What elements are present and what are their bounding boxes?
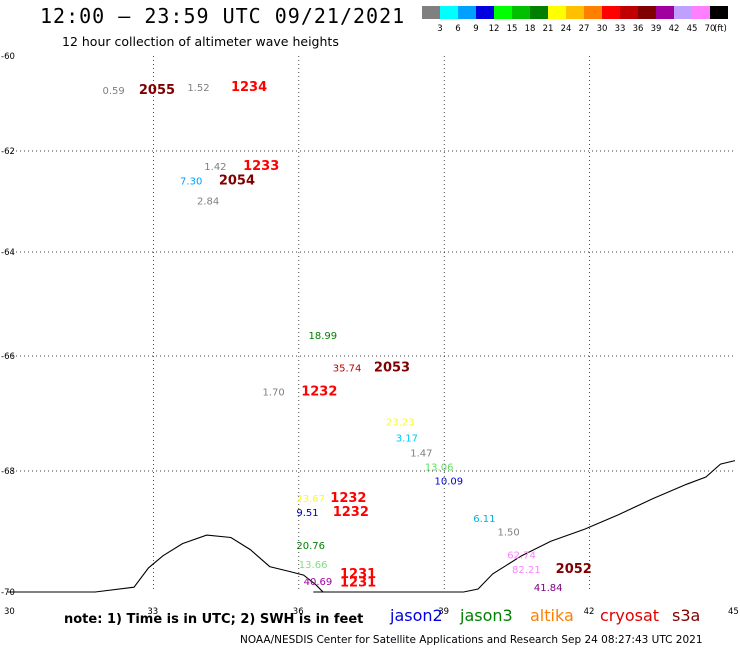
legend-swatch xyxy=(548,6,566,19)
legend-tick-label: 33 xyxy=(615,24,626,34)
wave-height-label: 23.23 xyxy=(386,418,415,429)
legend-tick-label: 45 xyxy=(687,24,698,34)
wave-height-label: 1.70 xyxy=(262,388,284,399)
wave-height-label: 35.74 xyxy=(333,364,362,375)
lon-tick-label: 33 xyxy=(147,607,158,617)
wave-height-label: 41.84 xyxy=(534,583,563,594)
map-title: 12:00 – 23:59 UTC 09/21/2021 xyxy=(40,4,406,28)
pass-time-label: 1232 xyxy=(330,491,366,506)
pass-time-label: 1231 xyxy=(340,567,376,582)
legend-tick-label: 39 xyxy=(651,24,662,34)
wave-height-label: 13.66 xyxy=(299,560,328,571)
satellite-altika: altika xyxy=(530,606,574,625)
pass-time-label: 2054 xyxy=(219,173,255,188)
wave-height-label: 18.99 xyxy=(308,331,337,342)
lat-tick-label: -70 xyxy=(1,588,15,598)
wave-height-label: 6.11 xyxy=(473,514,495,525)
legend-swatch xyxy=(656,6,674,19)
lat-tick-label: -62 xyxy=(1,147,15,157)
legend-swatch xyxy=(602,6,620,19)
wave-height-label: 82.21 xyxy=(512,565,541,576)
legend-tick-label: 18 xyxy=(525,24,536,34)
wave-height-label: 10.09 xyxy=(435,477,464,488)
legend-tick-label: 27 xyxy=(579,24,590,34)
legend-tick-label: 12 xyxy=(489,24,500,34)
legend-tick-label: 9 xyxy=(473,24,478,34)
lat-tick-label: -66 xyxy=(1,352,15,362)
legend-swatch xyxy=(692,6,710,19)
legend-swatch xyxy=(710,6,728,19)
footnote: note: 1) Time is in UTC; 2) SWH is in fe… xyxy=(64,612,364,627)
legend-unit: (ft) xyxy=(714,24,727,34)
satellite-jason3: jason3 xyxy=(460,606,513,625)
wave-height-label: 0.59 xyxy=(103,86,125,97)
coastline xyxy=(8,460,736,593)
pass-time-label: 1232 xyxy=(301,385,337,400)
wave-height-label: 13.06 xyxy=(425,462,454,473)
legend-tick-label: 3 xyxy=(437,24,442,34)
pass-time-label: 1233 xyxy=(243,159,279,174)
wave-height-label: 40.69 xyxy=(304,577,333,588)
legend-swatch xyxy=(674,6,692,19)
pass-time-label: 2052 xyxy=(556,562,592,577)
lat-tick-label: -60 xyxy=(1,52,15,62)
legend-swatch xyxy=(512,6,530,19)
legend-swatch xyxy=(530,6,548,19)
color-legend: 3 6 9 12 15 18 21 24 27 30 33 36 39 42 45 70(ft) xyxy=(422,6,728,34)
lon-tick-label: 39 xyxy=(438,607,449,617)
lon-tick-label: 42 xyxy=(584,607,595,617)
pass-time-label: 1234 xyxy=(231,80,267,95)
map-subtitle: 12 hour collection of altimeter wave hei… xyxy=(62,34,339,49)
wave-height-label: 9.51 xyxy=(296,508,318,519)
legend-swatch xyxy=(620,6,638,19)
wave-height-label: 1.50 xyxy=(498,528,520,539)
legend-tick-label: 15 xyxy=(507,24,518,34)
legend-swatch xyxy=(494,6,512,19)
wave-height-label: 3.17 xyxy=(396,434,418,445)
legend-tick-label: 24 xyxy=(561,24,572,34)
legend-tick-label: 21 xyxy=(543,24,554,34)
pass-time-label: 2055 xyxy=(139,83,175,98)
legend-tick-label: 42 xyxy=(669,24,680,34)
legend-tick-label: 70 xyxy=(705,24,716,34)
wave-height-label: 1.47 xyxy=(410,449,432,460)
legend-tick-label: 30 xyxy=(597,24,608,34)
pass-time-label: 1232 xyxy=(333,505,369,520)
wave-height-label: 1.52 xyxy=(187,83,209,94)
satellite-jason2: jason2 xyxy=(390,606,443,625)
lon-tick-label: 45 xyxy=(728,607,739,617)
pass-time-label: 2053 xyxy=(374,361,410,376)
wave-height-label: 7.30 xyxy=(180,176,202,187)
legend-swatch xyxy=(566,6,584,19)
pass-time-label: 1231 xyxy=(340,575,376,590)
legend-swatch xyxy=(440,6,458,19)
credit-line: NOAA/NESDIS Center for Satellite Applica… xyxy=(240,634,703,646)
lat-tick-label: -68 xyxy=(1,467,15,477)
legend-swatch xyxy=(422,6,440,19)
legend-swatch xyxy=(638,6,656,19)
satellite-s3a: s3a xyxy=(672,606,701,625)
legend-tick-label: 6 xyxy=(455,24,460,34)
legend-swatch xyxy=(584,6,602,19)
legend-swatch xyxy=(458,6,476,19)
wave-height-label: 2.84 xyxy=(197,196,219,207)
lon-tick-label: 30 xyxy=(4,607,15,617)
satellite-cryosat: cryosat xyxy=(600,606,660,625)
wave-height-label: 23.67 xyxy=(296,494,325,505)
lat-tick-label: -64 xyxy=(1,248,15,258)
legend-tick-label: 36 xyxy=(633,24,644,34)
lon-tick-label: 36 xyxy=(293,607,304,617)
wave-height-label: 1.42 xyxy=(204,162,226,173)
wave-height-label: 62.74 xyxy=(507,550,536,561)
wave-height-label: 20.76 xyxy=(296,541,325,552)
legend-swatch xyxy=(476,6,494,19)
